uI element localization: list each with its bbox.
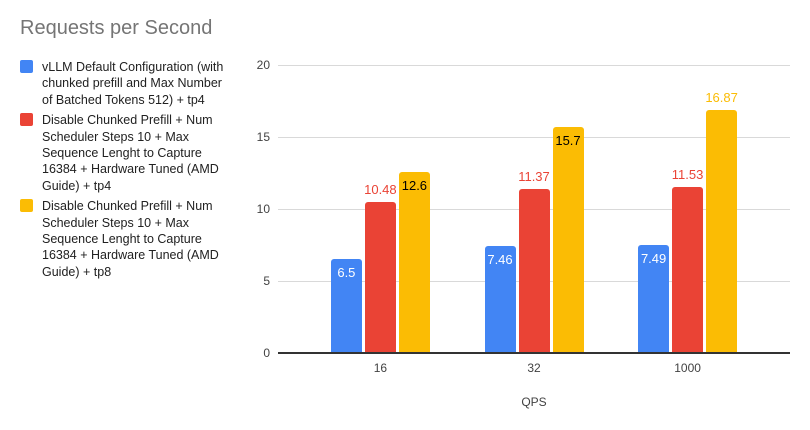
legend: vLLM Default Configuration (with chunked… — [20, 59, 245, 280]
y-axis-tick-label: 20 — [256, 58, 270, 72]
legend-label-blue: vLLM Default Configuration (with chunked… — [42, 60, 224, 107]
bar — [484, 245, 516, 353]
legend-item-yellow: Disable Chunked Prefill + Num Scheduler … — [20, 198, 245, 280]
gridline — [278, 136, 790, 138]
x-axis-tick-label: 32 — [527, 361, 541, 375]
legend-label-red: Disable Chunked Prefill + Num Scheduler … — [42, 113, 219, 193]
bar — [330, 259, 362, 353]
bar-value-label: 10.48 — [364, 182, 397, 198]
x-axis-tick-label: 1000 — [674, 361, 701, 375]
bar-value-label: 7.46 — [487, 251, 513, 267]
x-axis-line — [278, 352, 790, 354]
legend-item-red: Disable Chunked Prefill + Num Scheduler … — [20, 112, 245, 194]
x-axis-title: QPS — [521, 395, 547, 409]
bar — [398, 171, 430, 353]
legend-swatch-blue — [20, 60, 33, 73]
bar-value-label: 11.37 — [518, 169, 550, 185]
bar — [672, 186, 704, 353]
legend-label-yellow: Disable Chunked Prefill + Num Scheduler … — [42, 199, 219, 279]
bar — [638, 245, 670, 353]
y-axis-tick-label: 15 — [256, 130, 270, 144]
bar — [364, 202, 396, 353]
bar — [518, 189, 550, 353]
bar — [706, 110, 738, 353]
legend-swatch-red — [20, 113, 33, 127]
bar-value-label: 12.6 — [401, 177, 428, 193]
chart-title: Requests per Second — [20, 17, 213, 39]
bar-value-label: 11.53 — [671, 166, 704, 182]
y-axis-tick-label: 10 — [256, 202, 270, 216]
bar-value-label: 7.49 — [640, 251, 667, 267]
bar-value-label: 15.7 — [555, 132, 581, 148]
bar-value-label: 16.87 — [705, 90, 738, 106]
y-axis-tick-label: 5 — [263, 274, 270, 288]
legend-swatch-yellow — [20, 199, 33, 213]
bar-value-label: 6.5 — [337, 265, 356, 281]
legend-item-blue: vLLM Default Configuration (with chunked… — [20, 59, 245, 108]
y-axis-tick-label: 0 — [263, 346, 270, 360]
bar — [552, 126, 584, 353]
gridline — [278, 64, 790, 66]
x-axis-tick-label: 16 — [373, 361, 388, 375]
